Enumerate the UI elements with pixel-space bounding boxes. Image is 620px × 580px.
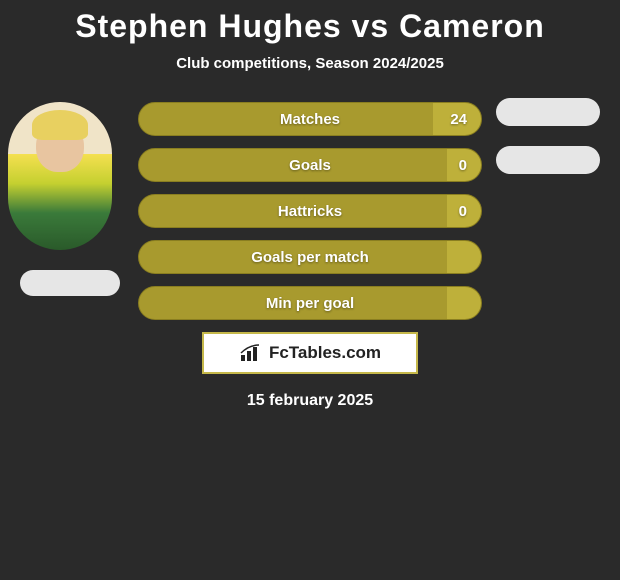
bar-fill — [447, 287, 481, 319]
player1-avatar — [8, 102, 112, 250]
stat-value: 0 — [459, 203, 467, 220]
stat-label: Goals per match — [251, 249, 369, 266]
stat-value: 0 — [459, 157, 467, 174]
stat-label: Matches — [280, 111, 340, 128]
stat-bar-goals-per-match: Goals per match — [138, 240, 482, 274]
player2-name-pill — [496, 146, 600, 174]
stat-bars: Matches 24 Goals 0 Hattricks 0 Goals per… — [138, 102, 482, 320]
subtitle: Club competitions, Season 2024/2025 — [0, 55, 620, 72]
snapshot-date: 15 february 2025 — [0, 392, 620, 410]
stat-bar-hattricks: Hattricks 0 — [138, 194, 482, 228]
comparison-chart: Matches 24 Goals 0 Hattricks 0 Goals per… — [0, 102, 620, 410]
logo-text: FcTables.com — [269, 343, 381, 363]
stat-bar-goals: Goals 0 — [138, 148, 482, 182]
attribution-logo: FcTables.com — [202, 332, 418, 374]
player2-avatar-pill — [496, 98, 600, 126]
bar-chart-icon — [239, 343, 263, 363]
stat-label: Goals — [289, 157, 331, 174]
stat-bar-min-per-goal: Min per goal — [138, 286, 482, 320]
stat-label: Hattricks — [278, 203, 342, 220]
bar-fill — [447, 241, 481, 273]
player1-name-pill — [20, 270, 120, 296]
stat-value: 24 — [450, 111, 467, 128]
stat-bar-matches: Matches 24 — [138, 102, 482, 136]
page-title: Stephen Hughes vs Cameron — [0, 0, 620, 45]
stat-label: Min per goal — [266, 295, 354, 312]
